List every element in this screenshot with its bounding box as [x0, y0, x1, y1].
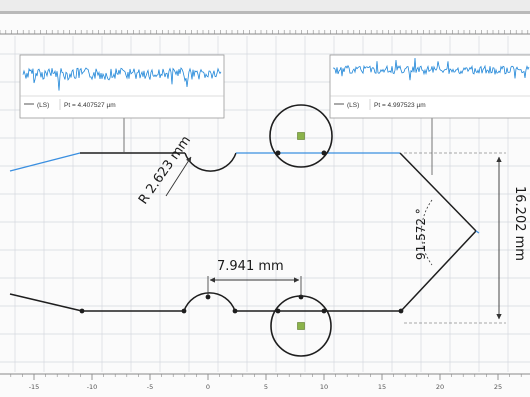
- profile-signal: [332, 57, 530, 81]
- x-axis-tick-label: -10: [87, 383, 98, 391]
- circle-center-marker[interactable]: [297, 322, 305, 330]
- distance-label[interactable]: 7.941 mm: [217, 259, 284, 274]
- x-axis-tick-label: 25: [494, 383, 502, 391]
- top-toolbar: [0, 0, 530, 12]
- highlighted-segment[interactable]: [9, 152, 81, 172]
- x-axis-tick-label: 0: [206, 383, 210, 391]
- x-axis-tick-label: -5: [147, 383, 153, 391]
- top-ruler: [0, 30, 530, 35]
- angle-label[interactable]: 91.572 °: [414, 208, 428, 260]
- distance-dimension[interactable]: [207, 276, 302, 296]
- contour-point[interactable]: [321, 150, 327, 156]
- contour-point[interactable]: [232, 308, 238, 314]
- legend-value: Pt = 4.407527 µm: [64, 102, 116, 109]
- height-label[interactable]: 16.202 mm: [512, 186, 527, 261]
- x-axis-ruler: -15 -10 -5 0 5 10 15 20 25: [0, 373, 530, 391]
- highlighted-segment[interactable]: [475, 230, 480, 234]
- contour-point[interactable]: [321, 308, 327, 314]
- circle-center-marker[interactable]: [297, 132, 305, 140]
- x-axis-tick-label: 5: [264, 383, 268, 391]
- contour-point[interactable]: [205, 294, 211, 300]
- angle-arc-line: [420, 199, 433, 266]
- legend-value: Pt = 4.997523 µm: [374, 102, 426, 109]
- height-dimension[interactable]: [404, 152, 506, 324]
- top-toolbar-border: [0, 11, 530, 14]
- angle-leg-lower[interactable]: [400, 230, 477, 312]
- legend-name: (LS): [37, 102, 49, 109]
- upper-contour[interactable]: [9, 104, 477, 232]
- contour-point[interactable]: [181, 308, 187, 314]
- x-axis-tick-label: 10: [320, 383, 328, 391]
- x-axis-tick-label: -15: [29, 383, 40, 391]
- x-axis-tick-label: 20: [436, 383, 444, 391]
- profile-panel-left[interactable]: (LS) Pt = 4.407527 µm: [19, 54, 225, 119]
- contour-point[interactable]: [298, 294, 304, 300]
- contour-point[interactable]: [398, 308, 404, 314]
- angle-arc: [420, 199, 433, 266]
- legend-name: (LS): [347, 102, 359, 109]
- contour-point[interactable]: [275, 308, 281, 314]
- lower-contour[interactable]: [9, 230, 480, 357]
- contour-segment[interactable]: [9, 293, 83, 312]
- profile-signal: [22, 67, 222, 91]
- contour-point[interactable]: [79, 308, 85, 314]
- profile-plot-area: [333, 58, 530, 96]
- profile-panel-right[interactable]: (LS) Pt = 4.997523 µm: [329, 54, 530, 119]
- fitted-circle-upper[interactable]: [269, 104, 333, 168]
- angle-leg-upper[interactable]: [399, 152, 477, 232]
- radius-leader-line: [165, 156, 192, 197]
- radius-arc[interactable]: [183, 292, 236, 312]
- contour-point[interactable]: [275, 150, 281, 156]
- x-axis-tick-label: 15: [378, 383, 386, 391]
